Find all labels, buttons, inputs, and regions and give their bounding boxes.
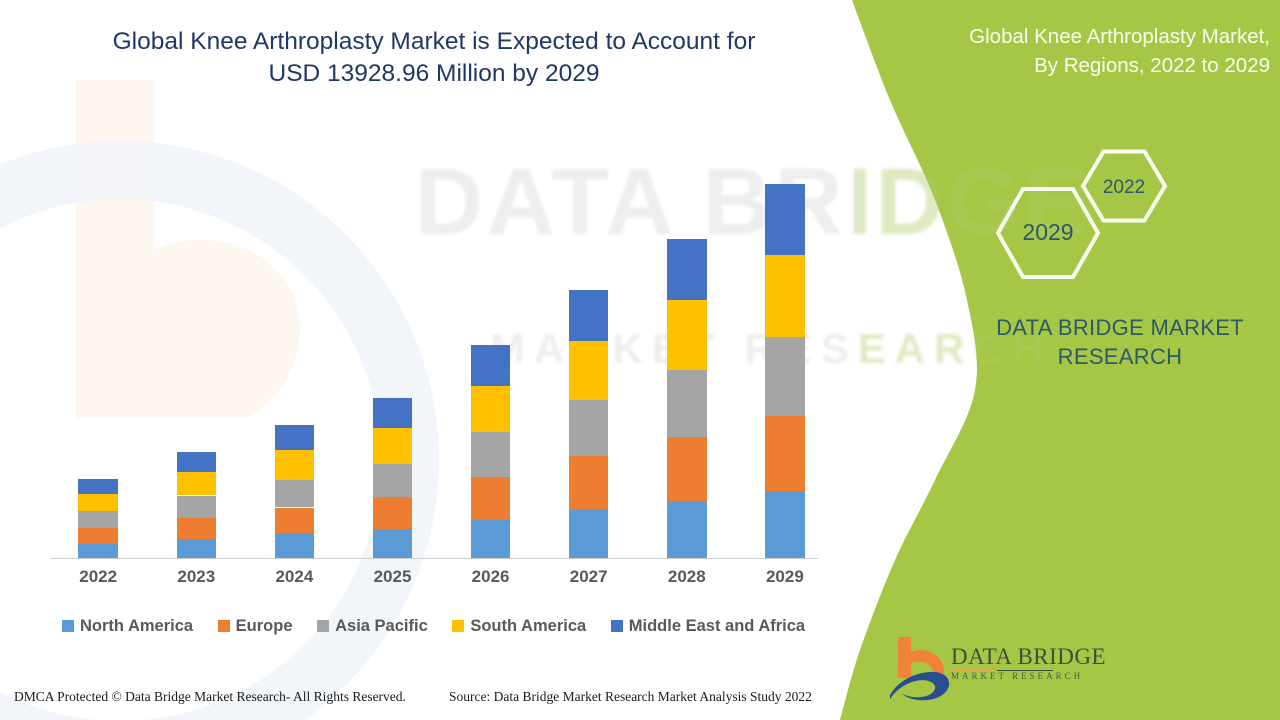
svg-text:2029: 2029	[1022, 219, 1073, 245]
svg-text:2022: 2022	[1103, 177, 1145, 198]
